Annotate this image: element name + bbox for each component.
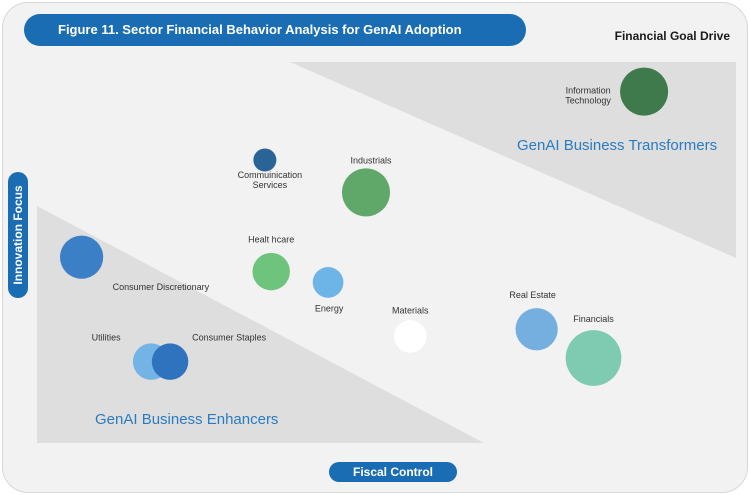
bubble-label-2: Industrials <box>350 155 392 165</box>
y-axis-pill: Innovation Focus <box>8 172 28 298</box>
bubble-3 <box>252 252 290 291</box>
transformers-zone <box>290 62 736 258</box>
bubble-0 <box>620 67 669 116</box>
enhancers-zone <box>37 206 484 443</box>
chart-title: Figure 11. Sector Financial Behavior Ana… <box>24 14 526 46</box>
bubble-label-1: Commuinication Services <box>238 170 303 190</box>
x-axis-label: Fiscal Control <box>329 462 457 482</box>
bubble-label-7: Real Estate <box>509 290 556 300</box>
transformers-zone-label: GenAI Business Transformers <box>517 137 717 154</box>
corner-axis-label: Financial Goal Drive <box>614 29 730 43</box>
bubble-label-8: Financials <box>573 314 614 324</box>
bubble-4 <box>312 267 344 298</box>
bubble-label-3: Healt hcare <box>248 235 294 245</box>
bubble-label-9: Utilities <box>92 333 122 343</box>
enhancers-zone-label: GenAI Business Enhancers <box>95 411 278 428</box>
bubble-label-5: Consumer Discretionary <box>113 282 210 292</box>
points-layer: Information Technology Commuinication Servi… <box>60 67 669 386</box>
bubble-2 <box>342 168 390 217</box>
bubble-7 <box>515 308 558 351</box>
bubble-6 <box>393 320 427 353</box>
bubble-5 <box>60 235 104 279</box>
bubble-8 <box>565 330 622 386</box>
bubble-1 <box>253 148 277 172</box>
bubble-label-4: Energy <box>315 303 344 313</box>
bubble-label-6: Materials <box>392 305 429 315</box>
bubble-10 <box>151 343 189 380</box>
bubble-label-0: Information Technology <box>565 86 611 106</box>
bubble-label-10: Consumer Staples <box>192 333 267 343</box>
